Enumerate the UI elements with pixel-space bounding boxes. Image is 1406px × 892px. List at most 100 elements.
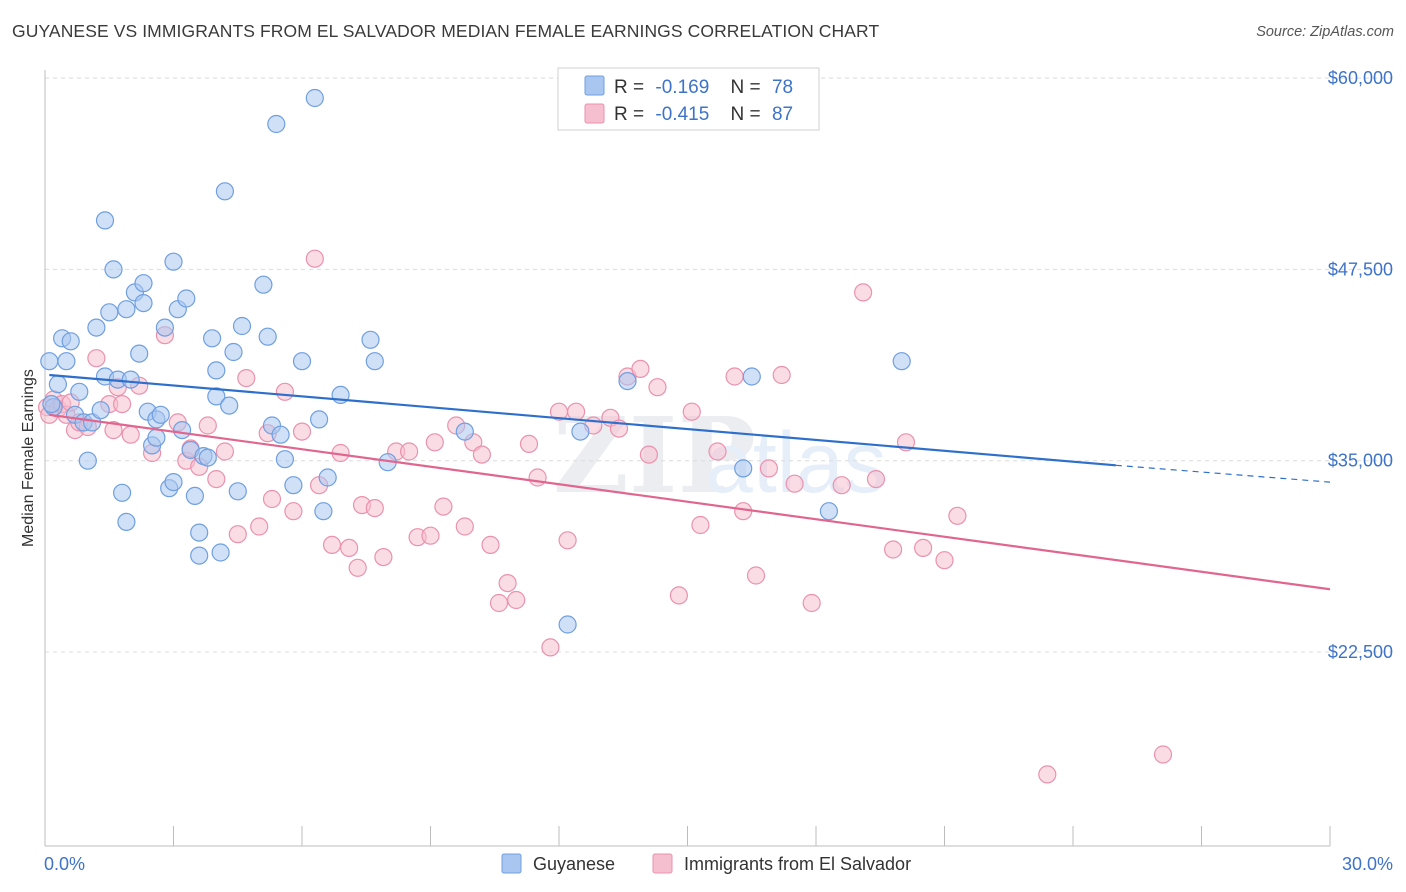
salvador-point xyxy=(87,349,106,368)
guyanese-point xyxy=(284,476,303,495)
guyanese-point xyxy=(734,459,753,478)
x-tick-marks xyxy=(44,826,1331,846)
salvador-point xyxy=(198,416,217,435)
salvador-point xyxy=(237,369,256,388)
guyanese-point xyxy=(173,421,192,440)
y-axis-label: Median Female Earnings xyxy=(20,369,37,547)
guyanese-point xyxy=(224,342,243,362)
watermark-atlas: atlas xyxy=(705,415,887,511)
salvador-point xyxy=(400,442,419,461)
legend-row-guyanese: R = -0.169 N = 78 xyxy=(614,77,793,98)
guyanese-point xyxy=(455,422,474,441)
guyanese-point xyxy=(48,375,68,394)
salvador-point xyxy=(746,566,766,585)
legend-swatch-salvador xyxy=(584,103,605,124)
salvador-point xyxy=(365,499,384,518)
guyanese-trend-line xyxy=(49,373,1116,467)
salvador-point xyxy=(528,468,547,487)
legend-r-value: -0.415 xyxy=(655,104,709,125)
chart-source: Source: ZipAtlas.com xyxy=(1256,24,1394,40)
guyanese-point xyxy=(220,396,239,415)
salvador-point xyxy=(340,538,359,558)
x-tick-label-max: 30.0% xyxy=(1342,854,1393,874)
legend-swatch-guyanese xyxy=(584,75,605,96)
salvador-point xyxy=(425,433,444,452)
guyanese-point xyxy=(275,450,294,469)
salvador-point xyxy=(708,442,727,461)
guyanese-point xyxy=(267,114,286,134)
guyanese-point xyxy=(40,352,59,371)
guyanese-point xyxy=(164,473,183,492)
salvador-point xyxy=(275,382,294,401)
salvador-point xyxy=(348,558,367,577)
guyanese-point xyxy=(819,502,839,521)
legend-n-label: N = xyxy=(731,77,761,98)
bottom-legend-swatch-salvador xyxy=(652,853,673,874)
salvador-point xyxy=(913,538,933,558)
salvador-point xyxy=(832,476,851,495)
salvador-point xyxy=(455,517,474,536)
guyanese-point xyxy=(361,330,380,349)
guyanese-point xyxy=(87,318,106,337)
guyanese-point xyxy=(104,260,123,279)
salvador-point xyxy=(472,445,491,464)
guyanese-point xyxy=(207,361,226,380)
legend: R = -0.169 N = 78 R = -0.415 N = 87 xyxy=(557,67,820,131)
y-tick-labels: $22,500 $35,000 $47,500 $60,000 xyxy=(1328,68,1393,662)
guyanese-point xyxy=(151,405,170,424)
guyanese-point xyxy=(147,428,166,447)
salvador-point xyxy=(759,459,779,478)
salvador-point xyxy=(305,249,324,268)
salvador-point xyxy=(374,547,393,567)
salvador-point xyxy=(541,638,560,657)
legend-n-value: 87 xyxy=(772,104,793,125)
y-tick-label: $47,500 xyxy=(1328,259,1393,279)
salvador-point xyxy=(648,378,667,397)
legend-n-value: 78 xyxy=(772,77,793,98)
guyanese-point xyxy=(130,344,149,363)
guyanese-point xyxy=(271,425,290,444)
guyanese-point xyxy=(57,352,76,371)
salvador-point xyxy=(883,540,903,559)
salvador-trend-line xyxy=(49,413,1331,591)
bottom-legend-swatch-guyanese xyxy=(501,853,522,874)
guyanese-point xyxy=(164,252,183,271)
x-tick-label-min: 0.0% xyxy=(44,854,85,874)
guyanese-point xyxy=(117,300,136,319)
guyanese-point xyxy=(232,316,252,336)
y-tick-label: $60,000 xyxy=(1328,68,1393,88)
salvador-point xyxy=(691,515,710,535)
guyanese-point xyxy=(254,275,273,294)
salvador-point xyxy=(935,551,954,570)
salvador-point xyxy=(866,470,886,489)
salvador-point xyxy=(682,402,701,421)
salvador-point xyxy=(639,445,659,464)
salvador-point xyxy=(104,421,123,440)
guyanese-point xyxy=(185,486,204,505)
salvador-point xyxy=(121,425,140,444)
guyanese-point xyxy=(121,370,140,389)
guyanese-point xyxy=(95,211,115,230)
guyanese-point xyxy=(134,274,153,293)
salvador-point xyxy=(498,573,517,593)
salvador-point xyxy=(669,586,689,605)
guyanese-point xyxy=(203,329,222,348)
salvador-point xyxy=(566,402,586,421)
salvador-point xyxy=(853,283,873,302)
salvador-point xyxy=(434,497,453,516)
guyanese-point xyxy=(258,327,277,346)
bottom-legend-label-guyanese: Guyanese xyxy=(533,854,615,874)
guyanese-point xyxy=(190,546,209,565)
salvador-point xyxy=(322,535,342,555)
chart-title: GUYANESE VS IMMIGRANTS FROM EL SALVADOR … xyxy=(12,21,880,41)
salvador-point xyxy=(481,535,500,555)
guyanese-point xyxy=(78,451,97,470)
legend-r-value: -0.169 xyxy=(655,77,709,98)
guyanese-point xyxy=(318,468,337,487)
guyanese-point xyxy=(365,352,384,371)
legend-r-label: R = xyxy=(614,77,644,98)
salvador-point xyxy=(558,531,577,550)
guyanese-point xyxy=(155,318,174,337)
guyanese-point xyxy=(190,523,209,542)
salvador-point xyxy=(1153,745,1173,764)
